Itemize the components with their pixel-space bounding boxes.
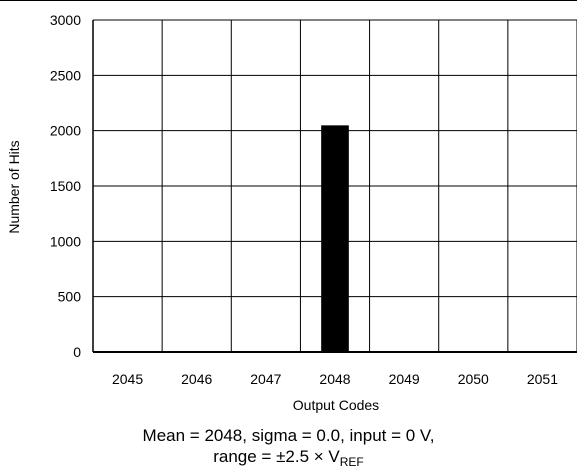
y-tick-label: 3000	[50, 12, 81, 28]
y-axis-label: Number of Hits	[6, 140, 22, 233]
y-tick-label: 0	[73, 344, 81, 360]
x-tick-label: 2048	[319, 371, 350, 387]
y-tick-label: 500	[58, 289, 82, 305]
x-tick-labels: 2045 2046 2047 2048 2049 2050 2051	[112, 371, 558, 387]
caption-line-1: Mean = 2048, sigma = 0.0, input = 0 V,	[142, 426, 435, 445]
x-tick-label: 2050	[458, 371, 489, 387]
x-tick-label: 2049	[389, 371, 420, 387]
x-tick-label: 2051	[527, 371, 558, 387]
y-tick-label: 2500	[50, 67, 81, 83]
y-tick-label: 1000	[50, 233, 81, 249]
y-tick-label: 1500	[50, 178, 81, 194]
x-axis-label: Output Codes	[293, 397, 379, 413]
bars	[321, 125, 349, 352]
caption-range-text: range = ±2.5 × V	[213, 447, 340, 466]
top-rule	[0, 0, 577, 1]
bar-2048	[321, 125, 349, 352]
caption-line-2: range = ±2.5 × VREF	[0, 447, 577, 469]
axes	[92, 20, 577, 353]
x-tick-label: 2046	[181, 371, 212, 387]
caption-ref-subscript: REF	[339, 455, 364, 469]
x-tick-label: 2047	[250, 371, 281, 387]
y-tick-label: 2000	[50, 123, 81, 139]
y-tick-labels: 0 500 1000 1500 2000 2500 3000	[50, 12, 81, 360]
x-tick-label: 2045	[112, 371, 143, 387]
